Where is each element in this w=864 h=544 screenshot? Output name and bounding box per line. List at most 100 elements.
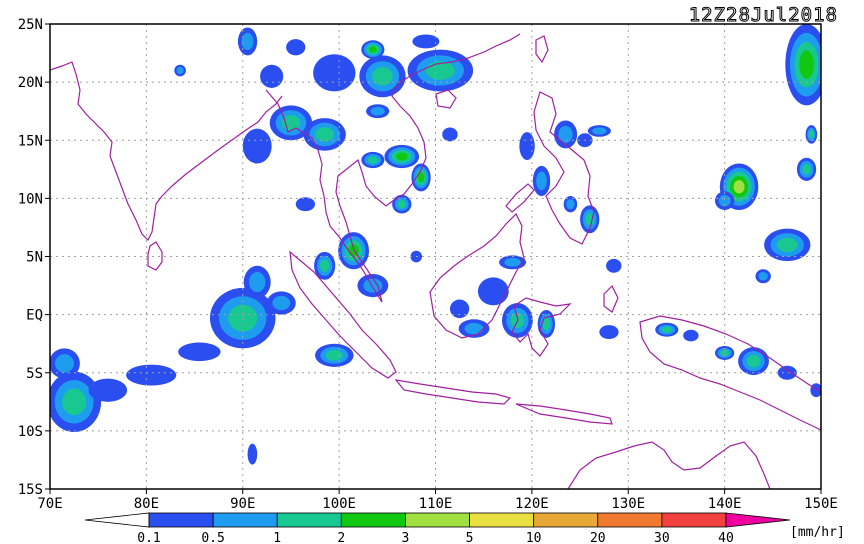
colorbar-level-label: 10 xyxy=(526,531,542,544)
rain-level-1 xyxy=(449,299,470,319)
colorbar-level-label: 3 xyxy=(402,531,410,544)
colorbar-level-label: 40 xyxy=(718,531,734,544)
rain-cell xyxy=(407,49,474,92)
colorbar: 0.1 0.5 1 2 3 5 10 20 30 40 xyxy=(84,512,791,544)
rain-level-3 xyxy=(776,237,798,253)
rain-level-2 xyxy=(272,295,291,311)
rain-cell xyxy=(714,191,735,210)
rain-cell xyxy=(796,157,817,181)
rain-level-1 xyxy=(599,325,619,340)
rain-cell xyxy=(247,443,258,465)
rain-cell xyxy=(359,55,406,98)
rain-level-1 xyxy=(178,342,221,362)
rain-level-3 xyxy=(661,326,672,333)
rain-level-3 xyxy=(746,354,761,368)
rain-cell xyxy=(587,125,611,137)
map-title: 12Z28Jul2018 xyxy=(689,4,838,26)
rain-cell xyxy=(412,34,440,49)
rain-cell xyxy=(266,291,296,315)
rain-level-4 xyxy=(799,50,814,79)
rain-cell xyxy=(50,371,102,433)
colorbar-box xyxy=(469,512,535,528)
rain-cell xyxy=(477,277,509,306)
rain-level-2 xyxy=(176,66,184,75)
rain-level-3 xyxy=(802,164,811,175)
rain-level-1 xyxy=(683,329,699,342)
lat-tick-label: 20N xyxy=(18,75,43,91)
rain-level-2 xyxy=(558,125,573,144)
rain-cell xyxy=(313,54,356,92)
rain-cell xyxy=(88,378,128,402)
rain-cell xyxy=(366,104,390,119)
coastline-philippines xyxy=(533,91,595,245)
rain-level-3 xyxy=(372,67,393,86)
colorbar-box xyxy=(661,512,727,528)
rain-level-2 xyxy=(464,322,484,335)
rain-level-1 xyxy=(810,383,821,398)
rain-level-1 xyxy=(286,39,306,56)
rain-cell xyxy=(458,319,490,338)
rain-cell xyxy=(532,165,551,197)
lat-tick-label: 5N xyxy=(26,250,43,266)
coastlines xyxy=(50,33,821,489)
rain-level-1 xyxy=(313,54,356,92)
rain-level-3 xyxy=(397,200,407,209)
rain-level-3 xyxy=(542,317,551,331)
rain-level-1 xyxy=(260,64,284,88)
colorbar-level-label: 5 xyxy=(466,531,474,544)
rain-level-2 xyxy=(536,171,547,191)
units-label: [mm/hr] xyxy=(790,525,845,540)
rain-level-1 xyxy=(477,277,509,306)
coastline-indochina xyxy=(335,33,521,303)
rain-level-2 xyxy=(758,271,768,281)
rain-cell xyxy=(785,24,821,106)
rain-level-1 xyxy=(442,127,458,142)
rain-level-4 xyxy=(417,172,425,183)
rain-level-3 xyxy=(319,259,330,272)
rain-cell xyxy=(384,144,420,169)
coastline-myanmar-malaya xyxy=(265,89,383,303)
lat-tick-label: 15S xyxy=(18,482,43,498)
rain-cell xyxy=(315,343,354,367)
coastline-hainan xyxy=(435,89,457,109)
rain-cell xyxy=(242,128,272,164)
rain-cell xyxy=(361,40,385,59)
rain-cell xyxy=(655,322,679,337)
rain-cell xyxy=(314,251,336,280)
rain-cell xyxy=(361,151,385,169)
rain-level-4 xyxy=(368,46,377,53)
rain-cell xyxy=(537,309,556,338)
rain-cell xyxy=(338,232,370,270)
rain-cell xyxy=(810,383,821,398)
rain-level-4 xyxy=(395,152,408,161)
coastline-sumatra xyxy=(289,250,397,379)
rain-cell xyxy=(237,27,258,56)
rain-cell xyxy=(714,346,735,360)
lon-tick-label: 130E xyxy=(611,496,645,512)
lat-tick-label: 15N xyxy=(18,133,43,149)
rain-level-1 xyxy=(519,132,535,161)
rain-cell xyxy=(683,329,699,342)
rain-level-1 xyxy=(412,34,440,49)
rain-level-2 xyxy=(241,32,254,51)
rain-cell xyxy=(50,348,80,379)
rain-level-3 xyxy=(62,388,87,416)
rain-cell xyxy=(411,163,431,192)
colorbar-box xyxy=(148,512,214,528)
coastline-taiwan xyxy=(535,35,549,64)
rain-level-1 xyxy=(242,128,272,164)
rain-level-3 xyxy=(325,350,343,361)
rain-cell xyxy=(243,265,271,299)
lat-tick-label: 10N xyxy=(18,191,43,207)
rain-cell xyxy=(174,64,186,77)
rain-cell xyxy=(442,127,458,142)
rain-level-2 xyxy=(54,354,74,373)
rain-level-3 xyxy=(367,156,378,164)
rain-cell xyxy=(599,325,619,340)
rain-level-1 xyxy=(88,378,128,402)
coastline-sri-lanka xyxy=(147,241,163,271)
colorbar-box xyxy=(405,512,470,528)
rain-cell xyxy=(805,125,818,144)
rain-level-2 xyxy=(718,194,731,207)
rain-cell xyxy=(519,132,535,161)
